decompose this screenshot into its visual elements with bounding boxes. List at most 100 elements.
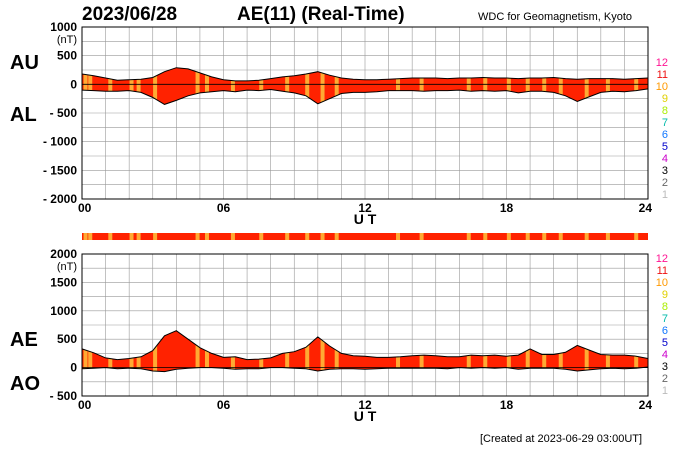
y-tick-label: 1500 [50,275,77,289]
y-tick-label: 1000 [50,20,77,34]
x-tick-label: 00 [78,201,92,215]
y-tick-label: - 500 [50,106,78,120]
ao-side-label: AO [10,373,40,395]
legend-count-12: 12 [656,57,668,69]
y-tick-label: 0 [70,361,77,375]
legend-count-1: 1 [662,189,668,201]
low-station-stripe [129,67,134,105]
au-side-label: AU [10,52,39,74]
low-station-stripe [558,67,563,105]
x-tick-label: 24 [639,201,653,215]
y-tick-label: 2000 [50,247,77,261]
station-bar-stripe [129,233,134,240]
station-bar-stripe [230,233,235,240]
low-station-stripe [88,67,93,105]
low-station-stripe [419,67,424,105]
station-bar-fill [82,233,648,240]
low-station-stripe [83,330,88,372]
plot-frame [81,253,649,397]
x-axis-label: U T [354,211,377,227]
low-station-stripe [525,330,530,372]
low-station-stripe [605,67,610,105]
low-station-stripe [542,67,547,105]
ae-side-label: AE [10,329,38,351]
series-line-ae [81,330,649,361]
low-station-stripe [136,67,141,105]
low-station-stripe [634,67,639,105]
station-bar-stripe [136,233,141,240]
plot-frame [81,26,649,200]
legend-count-11: 11 [657,265,668,277]
station-bar-stripe [305,233,310,240]
legend-count-3: 3 [662,165,668,177]
station-bar-stripe [483,233,488,240]
low-station-stripe [285,67,290,105]
station-bar-stripe [259,233,264,240]
low-station-stripe [153,67,158,105]
legend-count-11: 11 [657,69,668,81]
low-station-stripe [584,330,589,372]
x-tick-label: 06 [217,398,231,412]
station-bar-stripe [334,233,339,240]
station-bar-stripe [584,233,589,240]
legend-count-3: 3 [662,361,668,373]
low-station-stripe [483,67,488,105]
created-timestamp: [Created at 2023-06-29 03:00UT] [480,433,643,445]
low-station-stripe [305,67,310,105]
low-station-stripe [584,67,589,105]
low-station-stripe [204,67,209,105]
legend-count-8: 8 [662,301,668,313]
x-tick-label: 12 [358,201,372,215]
station-bar-stripe [506,233,511,240]
low-station-stripe [305,330,310,372]
x-tick-label: 18 [500,398,514,412]
area-fill-ae-ao [82,330,648,372]
station-bar-stripe [153,233,158,240]
low-station-stripe [153,330,158,372]
y-tick-label: 1000 [50,304,77,318]
station-bar-stripe [83,233,88,240]
x-tick-label: 06 [217,201,231,215]
legend-count-10: 10 [656,81,668,93]
x-tick-label: 12 [358,398,372,412]
station-bar-stripe [466,233,471,240]
legend-count-4: 4 [662,349,668,361]
x-axis-label: U T [354,408,377,424]
legend-count-6: 6 [662,325,668,337]
legend-count-10: 10 [656,277,668,289]
ae-ao-panel: 2000 1500 1000 500 0 - 500 (nT) 00 06 12 18 24 U T [50,247,653,424]
low-station-stripe [108,67,113,105]
station-bar-stripe [285,233,290,240]
low-station-stripe [320,67,325,105]
x-tick-label: 18 [500,201,514,215]
legend-count-12: 12 [656,253,668,265]
series-line-ao [81,366,649,373]
legend-count-8: 8 [662,105,668,117]
legend-count-5: 5 [662,337,668,349]
station-bar-stripe [634,233,639,240]
low-station-stripe [334,330,339,372]
y-unit-label: (nT) [57,261,77,273]
al-side-label: AL [10,104,37,126]
low-station-stripes [83,67,639,105]
series-line-al [81,88,649,105]
area-fill-au-al [82,67,648,105]
station-bar-stripe [419,233,424,240]
station-bar-stripe [396,233,401,240]
series-line-au [81,67,649,82]
legend-count-9: 9 [662,93,668,105]
legend-count-5: 5 [662,141,668,153]
station-count-bar [82,233,648,240]
source-label: WDC for Geomagnetism, Kyoto [478,11,633,23]
low-station-stripe [396,67,401,105]
y-tick-label: - 1000 [43,135,77,149]
legend-count-2: 2 [662,373,668,385]
legend-count-6: 6 [662,129,668,141]
y-tick-label: 0 [70,77,77,91]
station-bar-stripe [204,233,209,240]
date-title: 2023/06/28 [82,4,178,25]
legend-count-4: 4 [662,153,668,165]
low-station-stripe [466,67,471,105]
